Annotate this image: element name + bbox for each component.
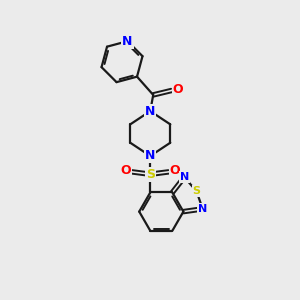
Text: O: O (170, 164, 180, 177)
Text: N: N (145, 149, 155, 163)
Text: N: N (145, 105, 155, 118)
Text: S: S (193, 186, 200, 196)
Text: O: O (172, 82, 183, 95)
Text: S: S (146, 168, 155, 181)
Text: N: N (122, 35, 133, 48)
Text: O: O (120, 164, 131, 177)
Text: N: N (180, 172, 189, 182)
Text: N: N (198, 204, 207, 214)
